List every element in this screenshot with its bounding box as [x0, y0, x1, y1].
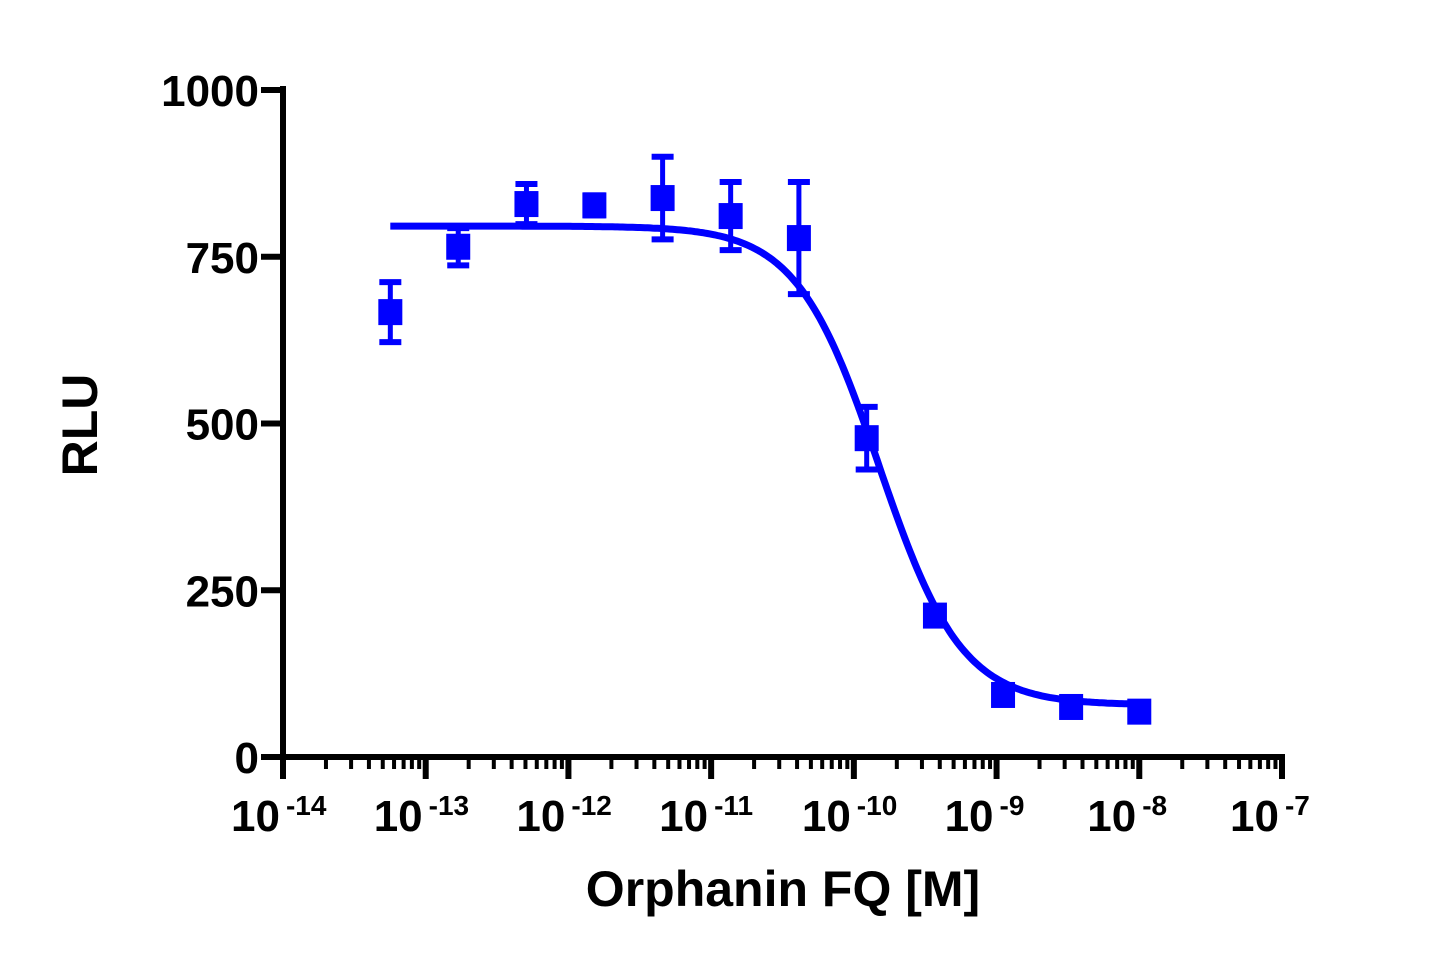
- y-tick-label: 750: [186, 234, 259, 283]
- x-tick-label: 10 -14: [231, 790, 327, 841]
- x-tick-label: 10 -9: [945, 790, 1025, 841]
- data-point: [650, 185, 675, 212]
- y-tick-label: 500: [186, 401, 259, 450]
- x-tick-label: 10 -10: [802, 790, 897, 841]
- axes: 0 250 500 750 1000 10 -14 10 -13 10 -12 10 -11 10 -10 1…: [161, 67, 1310, 841]
- x-axis-label: Orphanin FQ [M]: [586, 861, 980, 917]
- data-point: [718, 203, 743, 230]
- data-point: [1059, 693, 1084, 720]
- plot-marks: [378, 153, 1152, 725]
- y-tick-label: 0: [235, 734, 259, 783]
- x-tick-label: 10 -11: [659, 790, 753, 841]
- data-point: [786, 225, 811, 252]
- data-point: [446, 233, 471, 260]
- data-point: [854, 425, 879, 452]
- x-tick-label: 10 -7: [1230, 790, 1310, 841]
- x-tick-label: 10 -12: [516, 790, 611, 841]
- y-tick-label: 250: [186, 567, 259, 616]
- data-point: [922, 602, 947, 629]
- fit-curve: [390, 222, 1140, 708]
- data-point: [514, 191, 539, 218]
- data-point: [991, 681, 1016, 708]
- y-tick-label: 1000: [161, 67, 259, 116]
- x-tick-label: 10 -8: [1087, 790, 1167, 841]
- x-tick-label: 10 -13: [374, 790, 469, 841]
- data-point: [582, 192, 607, 219]
- data-point: [1127, 698, 1152, 725]
- y-axis-label: RLU: [52, 374, 108, 477]
- data-point: [378, 299, 403, 326]
